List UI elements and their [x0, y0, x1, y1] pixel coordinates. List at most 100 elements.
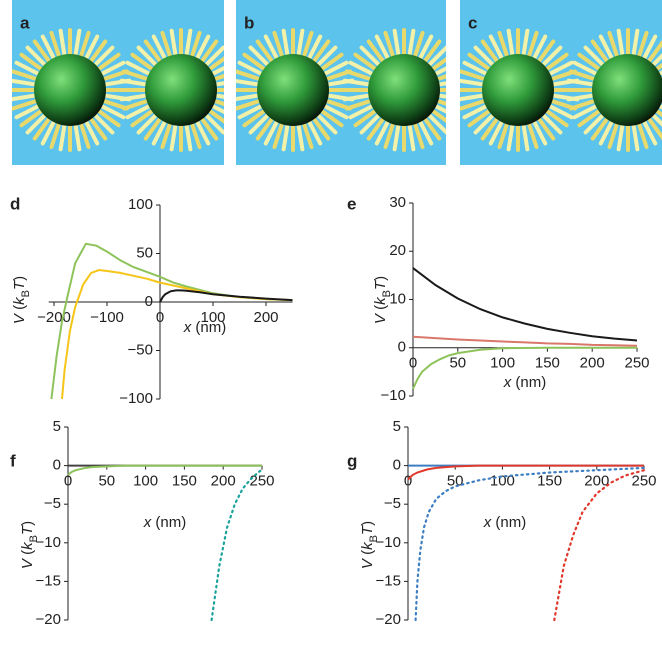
label-part: (nm) [511, 374, 546, 391]
y-tick-label: −15 [36, 572, 61, 589]
ligand [263, 34, 280, 62]
ligand [310, 115, 331, 141]
ligand [434, 98, 446, 106]
ligand [426, 112, 446, 135]
ligand [540, 112, 563, 135]
label-part: B [368, 535, 380, 542]
ligand [151, 118, 168, 146]
series-line [159, 289, 293, 303]
ligand [590, 115, 611, 141]
ligand [12, 78, 39, 87]
ligand [535, 115, 556, 141]
ligand [296, 28, 305, 59]
ligand [473, 112, 496, 135]
ligand [318, 107, 344, 128]
ligand [531, 118, 548, 146]
ligand [467, 52, 493, 73]
x-tick-label: 150 [172, 473, 197, 490]
ligand [497, 120, 510, 150]
panel-letter: d [10, 194, 20, 213]
particle-core [592, 54, 662, 126]
y-tick-label: −50 [128, 341, 153, 358]
ligand [353, 52, 379, 73]
ligand [353, 107, 379, 128]
panel-letter: b [244, 13, 254, 32]
ligand [248, 112, 271, 135]
ligand [645, 39, 662, 65]
x-tick-label: −100 [90, 309, 124, 326]
x-axis-label: x (nm) [183, 319, 227, 336]
ligand [434, 74, 446, 82]
ligand [348, 103, 376, 120]
ligand [480, 39, 501, 65]
ligand [321, 103, 349, 120]
y-tick-label: −20 [36, 611, 61, 628]
y-axis-label: V (kBT) [372, 276, 393, 324]
x-axis-label: x (nm) [143, 514, 187, 531]
ligand [636, 30, 649, 60]
panel-letter: e [347, 194, 356, 213]
panel-letter: a [20, 13, 30, 32]
ligand [429, 57, 446, 73]
ligand [616, 121, 625, 152]
x-tick-label: 50 [447, 473, 464, 490]
y-tick-label: 5 [53, 418, 61, 435]
ligand [342, 93, 373, 102]
ligand [417, 34, 434, 62]
x-tick-label: 0 [156, 309, 164, 326]
ligand [577, 52, 603, 73]
x-tick-label: 250 [624, 355, 649, 372]
ligand [383, 30, 396, 60]
label-part: x [483, 514, 492, 531]
ligand [242, 52, 268, 73]
label-part: k [19, 541, 36, 550]
ligand [417, 118, 434, 146]
ligand [315, 112, 338, 135]
y-axis-label: V (kBT) [359, 521, 380, 569]
series-line [61, 268, 293, 400]
nanoparticle [119, 28, 224, 152]
label-part: V [359, 557, 376, 569]
x-tick-label: 250 [249, 473, 274, 490]
ligand [598, 34, 615, 62]
ligand [535, 39, 556, 65]
label-part: V [11, 312, 28, 324]
ligand [211, 98, 224, 107]
label-part: T [11, 279, 28, 290]
ligand [12, 69, 40, 82]
label-part: (nm) [151, 514, 186, 531]
ligand [78, 120, 91, 150]
nanoparticle [566, 28, 662, 152]
ligand [248, 45, 271, 68]
ligand [58, 121, 67, 152]
ligand [568, 69, 598, 82]
ligand [12, 93, 39, 102]
ligand [342, 78, 373, 87]
ligand [301, 120, 314, 150]
ligand [255, 115, 276, 141]
ligand [236, 69, 263, 82]
ligand [236, 98, 263, 111]
y-tick-label: −5 [44, 495, 61, 512]
ligand [383, 120, 396, 150]
ligand [73, 28, 82, 59]
ligand [209, 103, 224, 115]
ligand [211, 73, 224, 82]
ligand [460, 69, 488, 82]
ligand [184, 28, 193, 59]
ligand [344, 69, 374, 82]
ligand [531, 34, 548, 62]
ligand [87, 39, 108, 65]
ligand [130, 52, 156, 73]
ligand [189, 120, 202, 150]
ligand [473, 45, 496, 68]
ligand [40, 34, 57, 62]
y-tick-label: 50 [136, 244, 153, 261]
x-tick-label: 0 [404, 473, 412, 490]
label-part: x [143, 514, 152, 531]
ligand [198, 115, 219, 141]
label-part: V [372, 312, 389, 324]
label-part: T [19, 524, 36, 535]
series-line [210, 468, 264, 622]
